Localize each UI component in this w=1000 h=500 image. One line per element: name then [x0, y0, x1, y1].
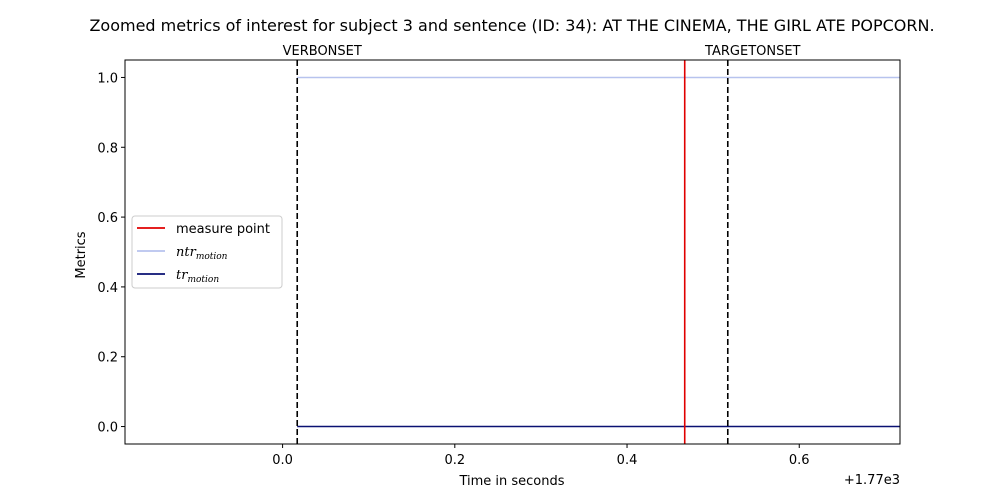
y-axis-label: Metrics — [74, 231, 89, 278]
y-tick-label: 0.4 — [97, 281, 118, 296]
event-labels: VERBONSET TARGETONSET — [283, 44, 801, 59]
legend-entry-label: ntrmotion — [176, 245, 228, 262]
legend-box — [131, 215, 283, 289]
x-axis: 0.0 0.2 0.4 0.6 — [272, 444, 810, 468]
x-tick-label: 0.4 — [617, 453, 638, 468]
legend-entry-label: measure point — [176, 222, 270, 237]
plot-area — [296, 60, 900, 444]
x-axis-label: Time in seconds — [458, 474, 564, 489]
y-axis: 0.0 0.2 0.4 0.6 0.8 1.0 — [97, 71, 125, 436]
y-tick-label: 1.0 — [97, 71, 118, 86]
event-label-targetonset: TARGETONSET — [704, 44, 801, 59]
x-tick-label: 0.6 — [789, 453, 810, 468]
y-tick-label: 0.8 — [97, 141, 118, 156]
legend: measure point ntrmotion trmotion — [131, 215, 283, 289]
y-tick-label: 0.0 — [97, 421, 118, 436]
event-label-verbonset: VERBONSET — [283, 44, 362, 59]
y-tick-label: 0.6 — [97, 211, 118, 226]
plot-frame — [124, 59, 901, 445]
x-tick-label: 0.0 — [272, 453, 293, 468]
y-tick-label: 0.2 — [97, 351, 118, 366]
legend-entry-label: trmotion — [176, 268, 219, 285]
chart-title: Zoomed metrics of interest for subject 3… — [89, 16, 934, 35]
x-offset-label: +1.77e3 — [844, 473, 900, 488]
x-tick-label: 0.2 — [444, 453, 465, 468]
